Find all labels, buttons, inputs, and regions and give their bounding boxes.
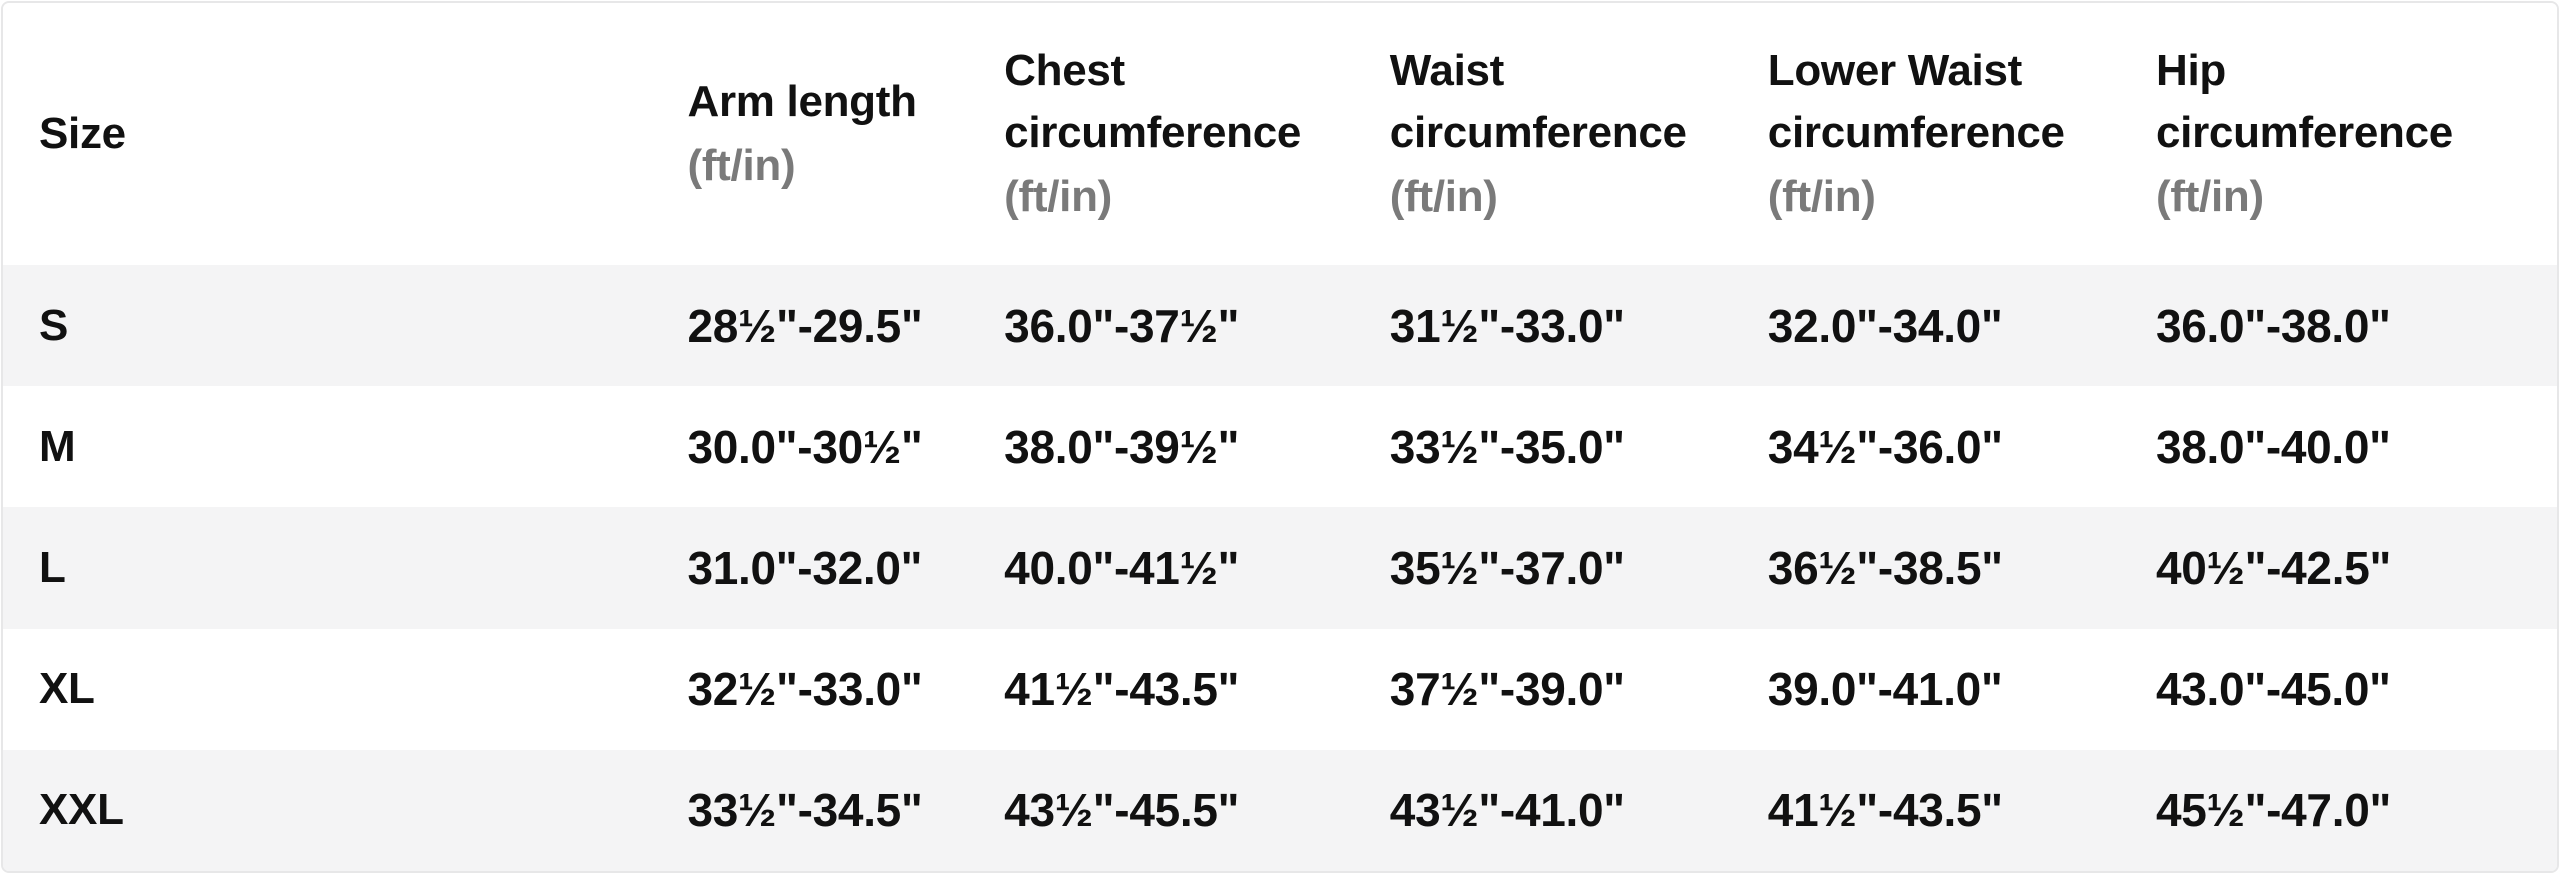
chest-cell: 41½"-43.5" <box>1004 663 1240 716</box>
arm-length-cell: 30.0"-30½" <box>687 420 923 473</box>
table-row-s: S 28½"-29.5" 36.0"-37½" 31½"-33.0" 32.0"… <box>3 265 2557 387</box>
waist-cell: 31½"-33.0" <box>1389 299 1625 352</box>
chest-cell: 43½"-45.5" <box>1004 784 1240 837</box>
column-unit: (ft/in) <box>1004 172 1112 221</box>
chest-cell: 40.0"-41½" <box>1004 541 1240 594</box>
lower-waist-cell: 39.0"-41.0" <box>1767 663 2003 716</box>
table-body: S 28½"-29.5" 36.0"-37½" 31½"-33.0" 32.0"… <box>3 265 2557 871</box>
column-label: Size <box>39 109 126 158</box>
header-row: Size Arm length (ft/in) Chest circumfere… <box>3 3 2557 265</box>
arm-length-cell: 31.0"-32.0" <box>687 541 923 594</box>
table-row-l: L 31.0"-32.0" 40.0"-41½" 35½"-37.0" 36½"… <box>3 507 2557 629</box>
size-cell: S <box>39 300 69 350</box>
hip-cell: 38.0"-40.0" <box>2155 420 2391 473</box>
header-cell-lower-waist-circumference: Lower Waist circumference (ft/in) <box>1767 3 2156 265</box>
column-unit: (ft/in) <box>1767 172 1876 221</box>
lower-waist-cell: 32.0"-34.0" <box>1767 299 2003 352</box>
size-cell: L <box>39 542 66 592</box>
hip-cell: 40½"-42.5" <box>2155 541 2391 594</box>
waist-cell: 37½"-39.0" <box>1389 663 1625 716</box>
table-row-xl: XL 32½"-33.0" 41½"-43.5" 37½"-39.0" 39.0… <box>3 628 2557 750</box>
table-row-m: M 30.0"-30½" 38.0"-39½" 33½"-35.0" 34½"-… <box>3 386 2557 508</box>
arm-length-cell: 28½"-29.5" <box>687 299 923 352</box>
hip-cell: 36.0"-38.0" <box>2155 299 2391 352</box>
lower-waist-cell: 34½"-36.0" <box>1767 420 2003 473</box>
size-cell: XL <box>39 664 95 714</box>
chest-cell: 36.0"-37½" <box>1004 299 1240 352</box>
hip-cell: 43.0"-45.0" <box>2155 663 2391 716</box>
header-cell-chest-circumference: Chest circumference (ft/in) <box>1004 3 1390 265</box>
table-header: Size Arm length (ft/in) Chest circumfere… <box>3 3 2557 265</box>
header-cell-waist-circumference: Waist circumference (ft/in) <box>1389 3 1768 265</box>
column-label: Waist circumference <box>1389 46 1687 157</box>
header-cell-size: Size <box>3 3 688 265</box>
hip-cell: 45½"-47.0" <box>2155 784 2391 837</box>
chest-cell: 38.0"-39½" <box>1004 420 1240 473</box>
lower-waist-cell: 41½"-43.5" <box>1767 784 2003 837</box>
arm-length-cell: 33½"-34.5" <box>687 784 923 837</box>
column-unit: (ft/in) <box>1389 172 1498 221</box>
table-row-xxl: XXL 33½"-34.5" 43½"-45.5" 43½"-41.0" 41½… <box>3 749 2557 871</box>
column-label: Chest circumference <box>1004 46 1302 157</box>
lower-waist-cell: 36½"-38.5" <box>1767 541 2003 594</box>
size-cell: XXL <box>39 785 124 835</box>
column-unit: (ft/in) <box>2155 172 2264 221</box>
waist-cell: 43½"-41.0" <box>1389 784 1625 837</box>
arm-length-cell: 32½"-33.0" <box>687 663 923 716</box>
column-label: Arm length <box>687 77 917 126</box>
waist-cell: 33½"-35.0" <box>1389 420 1625 473</box>
column-label: Lower Waist circumference <box>1767 46 2065 157</box>
size-chart-table: Size Arm length (ft/in) Chest circumfere… <box>3 3 2557 871</box>
header-cell-hip-circumference: Hip circumference (ft/in) <box>2155 3 2557 265</box>
size-cell: M <box>39 421 76 471</box>
waist-cell: 35½"-37.0" <box>1389 541 1625 594</box>
column-unit: (ft/in) <box>687 141 796 190</box>
column-label: Hip circumference <box>2155 46 2453 157</box>
header-cell-arm-length: Arm length (ft/in) <box>687 3 1005 265</box>
